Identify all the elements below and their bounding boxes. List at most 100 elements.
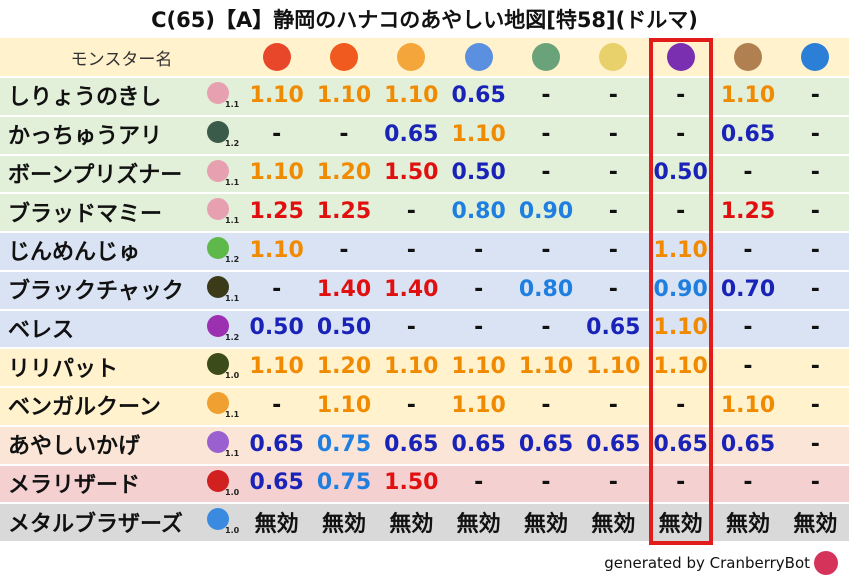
element-icon <box>599 43 628 71</box>
resistance-cell: 0.65 <box>720 431 776 457</box>
resistance-cell: - <box>676 392 686 418</box>
monster-icon <box>207 508 229 531</box>
resistance-cell: 1.10 <box>451 392 506 418</box>
resistance-cell: 1.25 <box>720 199 776 225</box>
name-column-header: モンスター名 <box>70 49 173 70</box>
resistance-cell: - <box>541 237 551 263</box>
monster-icon <box>207 430 229 453</box>
resistance-cell: - <box>608 276 618 302</box>
resistance-cell: 1.50 <box>384 160 439 186</box>
resistance-cell: 無効 <box>793 511 838 537</box>
resistance-cell: - <box>474 237 484 263</box>
resistance-cell: 0.50 <box>451 160 506 186</box>
resistance-cell: - <box>474 315 484 341</box>
resistance-cell: - <box>406 315 416 341</box>
resistance-cell: - <box>743 160 753 186</box>
resistance-cell: 1.40 <box>316 276 372 302</box>
resistance-cell: 無効 <box>523 511 568 537</box>
row-background <box>0 192 849 231</box>
row-background <box>0 308 849 348</box>
resistance-cell: 0.70 <box>720 276 776 302</box>
resistance-cell: 1.10 <box>653 315 708 341</box>
resistance-cell: - <box>676 121 686 147</box>
element-icon <box>801 43 830 71</box>
monster-scale: 1.1 <box>225 177 240 187</box>
element-icon <box>666 43 695 71</box>
monster-name: メタルブラザーズ <box>8 511 183 537</box>
resistance-cell: 0.90 <box>518 199 574 225</box>
resistance-cell: 1.10 <box>249 237 304 263</box>
resistance-cell: 0.65 <box>384 121 439 147</box>
monster-scale: 1.0 <box>225 371 240 381</box>
element-icon <box>262 43 291 71</box>
resistance-cell: - <box>339 237 349 263</box>
element-icon <box>397 43 426 71</box>
monster-scale: 1.0 <box>225 526 240 536</box>
monster-icon <box>207 82 229 104</box>
resistance-cell: 1.25 <box>249 199 304 225</box>
resistance-cell: 0.65 <box>451 82 506 108</box>
resistance-cell: 0.65 <box>720 121 776 147</box>
monster-scale: 1.0 <box>225 487 240 497</box>
resistance-cell: - <box>272 121 282 147</box>
highlight-box <box>649 38 713 545</box>
monster-icon <box>207 469 229 492</box>
resistance-cell: - <box>272 276 282 302</box>
resistance-cell: 0.65 <box>518 431 574 457</box>
resistance-cell: 無効 <box>321 511 366 537</box>
resistance-cell: 0.50 <box>249 315 304 341</box>
resistance-cell: - <box>608 237 618 263</box>
resistance-cell: - <box>541 160 551 186</box>
resistance-cell: - <box>608 199 618 225</box>
resistance-cell: - <box>474 470 484 496</box>
monster-scale: 1.2 <box>225 138 240 148</box>
resistance-cell: 0.90 <box>653 276 708 302</box>
monster-name: かっちゅうアリ <box>8 124 163 150</box>
row-background <box>0 502 849 541</box>
monster-icon <box>207 275 229 298</box>
monster-icon <box>207 198 229 221</box>
resistance-cell: 0.80 <box>451 199 506 225</box>
resistance-cell: 1.10 <box>653 237 708 263</box>
monster-name: メラリザード <box>8 472 141 498</box>
resistance-cell: 1.10 <box>653 354 708 380</box>
resistance-cell: - <box>810 82 820 108</box>
resistance-cell: - <box>810 199 820 225</box>
row-background <box>0 269 849 309</box>
row-background <box>0 114 849 154</box>
monster-icon <box>207 120 229 143</box>
resistance-cell: - <box>608 82 618 108</box>
resistance-cell: - <box>272 392 282 418</box>
monster-icon <box>207 392 229 414</box>
resistance-cell: 0.65 <box>653 431 708 457</box>
resistance-cell: - <box>406 392 416 418</box>
monster-name: ボーンプリズナー <box>8 162 183 188</box>
resistance-cell: 0.65 <box>451 431 506 457</box>
resistance-cell: - <box>676 199 686 225</box>
resistance-cell: - <box>406 199 416 225</box>
resistance-cell: 無効 <box>456 511 501 537</box>
resistance-cell: - <box>541 121 551 147</box>
resistance-cell: 0.50 <box>316 315 372 341</box>
monster-scale: 1.2 <box>225 332 240 342</box>
monster-icon <box>207 159 229 182</box>
resistance-cell: 0.75 <box>316 470 372 496</box>
resistance-cell: - <box>743 470 753 496</box>
resistance-cell: 1.10 <box>316 392 372 418</box>
element-icon <box>532 43 560 71</box>
monster-name: ブラッドマミー <box>8 201 163 227</box>
monster-name: ベレス <box>8 317 75 343</box>
resistance-cell: - <box>676 82 686 108</box>
resistance-cell: - <box>810 392 820 418</box>
resistance-cell: 1.10 <box>451 354 506 380</box>
monster-name: ブラックチャック <box>8 279 184 305</box>
resistance-cell: - <box>541 315 551 341</box>
element-icon <box>464 43 493 71</box>
resistance-cell: 0.65 <box>586 431 641 457</box>
resistance-cell: 0.80 <box>518 276 574 302</box>
bot-icon <box>814 551 838 575</box>
resistance-cell: - <box>608 160 618 186</box>
resistance-cell: 1.10 <box>451 121 506 147</box>
row-background <box>0 463 849 503</box>
